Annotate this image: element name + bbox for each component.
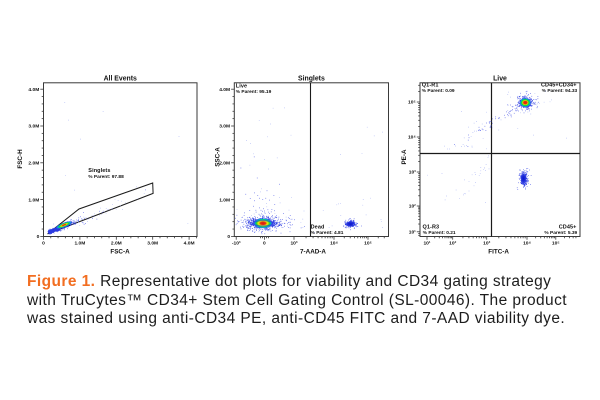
svg-text:3.0M: 3.0M bbox=[28, 124, 39, 130]
svg-text:% Parent: 0.21: % Parent: 0.21 bbox=[423, 230, 456, 236]
svg-text:% Parent: 5.39: % Parent: 5.39 bbox=[544, 230, 577, 236]
svg-text:Live: Live bbox=[493, 76, 507, 83]
svg-text:2.0M: 2.0M bbox=[219, 161, 230, 167]
svg-text:10²: 10² bbox=[449, 241, 456, 247]
svg-text:Q1-R1: Q1-R1 bbox=[422, 83, 439, 89]
svg-text:10³: 10³ bbox=[409, 170, 416, 176]
svg-text:-10³: -10³ bbox=[232, 241, 241, 247]
svg-text:10⁴: 10⁴ bbox=[523, 241, 531, 247]
svg-text:FSC-H: FSC-H bbox=[17, 149, 24, 169]
svg-text:0: 0 bbox=[42, 241, 45, 247]
svg-text:2.0M: 2.0M bbox=[111, 241, 122, 247]
svg-text:2.0M: 2.0M bbox=[28, 161, 39, 167]
svg-text:4.0M: 4.0M bbox=[219, 87, 230, 93]
svg-text:10¹: 10¹ bbox=[409, 230, 416, 236]
svg-text:1.0M: 1.0M bbox=[74, 241, 85, 247]
svg-text:FITC-A: FITC-A bbox=[488, 249, 509, 256]
svg-text:0: 0 bbox=[37, 234, 40, 240]
svg-text:10⁵: 10⁵ bbox=[408, 100, 416, 106]
svg-text:CD45+: CD45+ bbox=[559, 225, 577, 231]
svg-text:Q1-R3: Q1-R3 bbox=[423, 225, 440, 231]
svg-text:Dead: Dead bbox=[311, 225, 325, 231]
svg-text:% Parent: 94.33: % Parent: 94.33 bbox=[542, 88, 578, 94]
svg-text:0: 0 bbox=[263, 241, 266, 247]
svg-text:CD45+CD34+: CD45+CD34+ bbox=[541, 83, 577, 89]
svg-text:PE-A: PE-A bbox=[401, 149, 408, 164]
svg-text:% Parent: 4.81: % Parent: 4.81 bbox=[311, 230, 344, 236]
svg-text:10⁵: 10⁵ bbox=[552, 241, 560, 247]
svg-text:10⁴: 10⁴ bbox=[408, 135, 416, 141]
svg-text:10¹: 10¹ bbox=[423, 241, 430, 247]
svg-text:Singlets: Singlets bbox=[88, 168, 110, 174]
svg-text:10³: 10³ bbox=[483, 241, 490, 247]
svg-text:4.0M: 4.0M bbox=[184, 241, 195, 247]
svg-text:% Parent: 0.09: % Parent: 0.09 bbox=[422, 88, 455, 94]
svg-text:1.0M: 1.0M bbox=[219, 197, 230, 203]
svg-text:3.0M: 3.0M bbox=[219, 124, 230, 130]
svg-text:10⁴: 10⁴ bbox=[330, 241, 338, 247]
svg-text:% Parent: 95.19: % Parent: 95.19 bbox=[236, 89, 272, 95]
svg-text:0: 0 bbox=[227, 234, 230, 240]
svg-text:% Parent: 97.88: % Parent: 97.88 bbox=[88, 174, 124, 180]
svg-text:All Events: All Events bbox=[104, 76, 137, 83]
svg-text:10³: 10³ bbox=[290, 241, 297, 247]
svg-text:1.0M: 1.0M bbox=[28, 197, 39, 203]
svg-text:Live: Live bbox=[236, 84, 247, 90]
svg-text:3.0M: 3.0M bbox=[147, 241, 158, 247]
svg-text:10²: 10² bbox=[409, 204, 416, 210]
svg-text:FSC-A: FSC-A bbox=[110, 249, 130, 256]
svg-text:10⁵: 10⁵ bbox=[364, 241, 372, 247]
svg-text:Singlets: Singlets bbox=[298, 76, 325, 83]
svg-text:7-AAD-A: 7-AAD-A bbox=[300, 249, 326, 256]
svg-text:SSC-A: SSC-A bbox=[214, 147, 221, 167]
svg-text:4.0M: 4.0M bbox=[28, 87, 39, 93]
